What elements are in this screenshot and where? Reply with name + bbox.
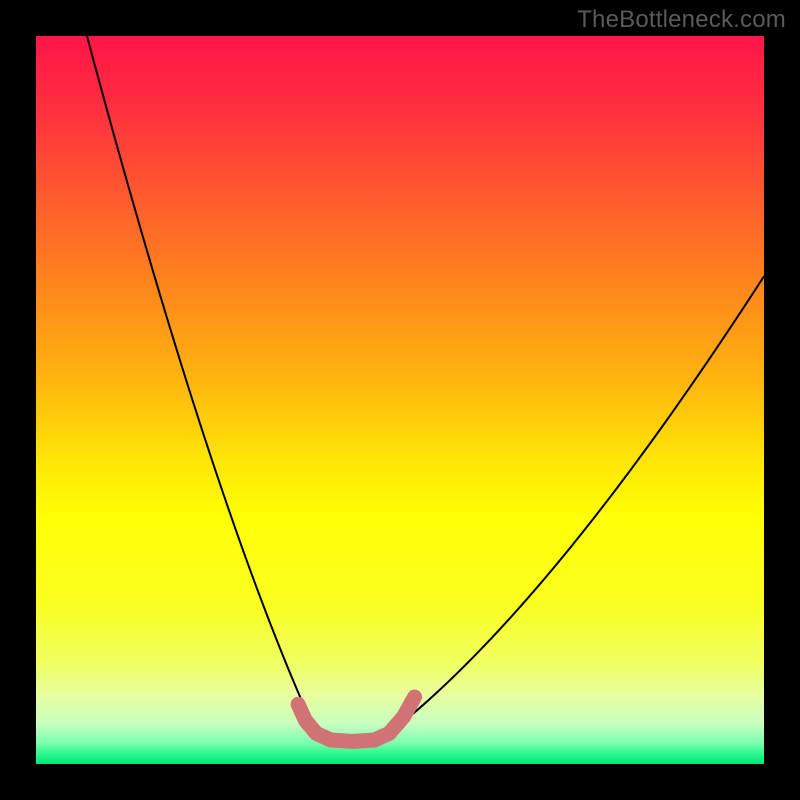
chart-frame: TheBottleneck.com: [0, 0, 800, 800]
chart-plot: [36, 36, 764, 764]
chart-svg: [36, 36, 764, 764]
watermark-text: TheBottleneck.com: [577, 6, 786, 34]
